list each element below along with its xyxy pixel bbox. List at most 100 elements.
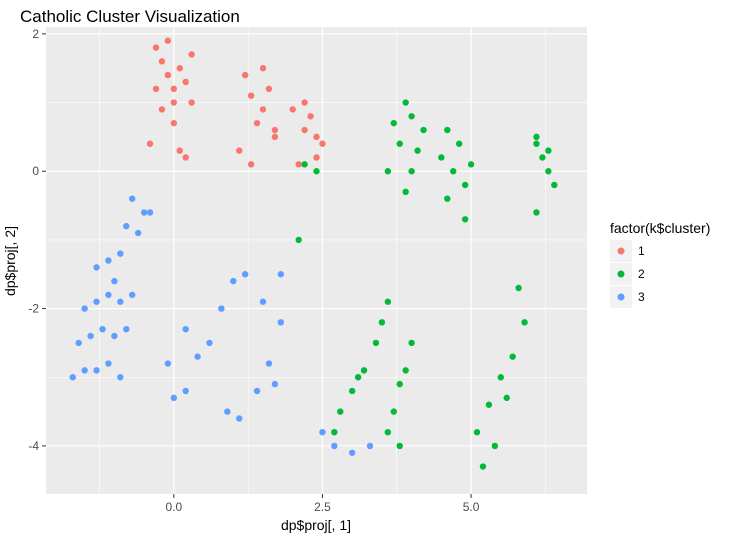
data-point-cluster-3 — [277, 319, 285, 326]
data-point-cluster-2 — [354, 374, 362, 381]
data-point-cluster-2 — [509, 353, 516, 360]
data-point-cluster-3 — [230, 277, 237, 285]
data-point-cluster-2 — [384, 168, 392, 175]
legend: 1 2 3 — [610, 240, 645, 308]
data-point-cluster-1 — [164, 37, 172, 44]
data-point-cluster-2 — [473, 428, 481, 436]
data-point-cluster-3 — [182, 325, 189, 333]
legend-label-3: 3 — [638, 290, 645, 304]
data-point-cluster-1 — [236, 147, 243, 154]
data-point-cluster-2 — [414, 147, 421, 154]
data-point-cluster-1 — [271, 126, 279, 134]
data-point-cluster-1 — [301, 99, 308, 106]
data-point-cluster-3 — [241, 271, 249, 278]
data-point-cluster-2 — [420, 126, 427, 134]
data-point-cluster-1 — [259, 65, 267, 72]
y-tick-label: -4 — [28, 439, 39, 453]
data-point-cluster-2 — [337, 408, 344, 415]
data-point-cluster-2 — [533, 133, 540, 141]
x-axis-title: dp$proj[, 1] — [281, 517, 351, 533]
data-point-cluster-3 — [218, 305, 225, 312]
data-point-cluster-3 — [348, 449, 356, 456]
data-point-cluster-1 — [158, 58, 166, 65]
data-point-cluster-3 — [182, 387, 189, 395]
data-point-cluster-1 — [265, 85, 273, 93]
x-tick-label: 0.0 — [165, 500, 182, 514]
data-point-cluster-2 — [533, 209, 540, 216]
data-point-cluster-1 — [170, 85, 178, 93]
data-point-cluster-2 — [390, 119, 397, 127]
y-tick-label: 0 — [32, 164, 39, 178]
data-point-cluster-2 — [408, 339, 415, 347]
data-point-cluster-2 — [551, 181, 558, 189]
data-point-cluster-1 — [158, 106, 166, 113]
data-point-cluster-2 — [331, 428, 338, 436]
data-point-cluster-2 — [384, 428, 392, 436]
data-point-cluster-2 — [402, 99, 409, 106]
data-point-cluster-3 — [105, 257, 112, 264]
legend-swatch-1 — [617, 247, 625, 255]
data-point-cluster-2 — [491, 442, 499, 450]
data-point-cluster-1 — [253, 119, 261, 127]
data-point-cluster-2 — [402, 367, 409, 374]
x-tick-label: 2.5 — [314, 500, 331, 514]
data-point-cluster-1 — [176, 65, 183, 72]
data-point-cluster-1 — [152, 44, 160, 51]
data-point-cluster-2 — [390, 408, 397, 415]
data-point-cluster-2 — [438, 154, 445, 161]
data-point-cluster-1 — [176, 147, 183, 154]
data-point-cluster-1 — [170, 99, 178, 106]
data-point-cluster-2 — [485, 401, 493, 408]
data-point-cluster-2 — [301, 161, 308, 168]
data-point-cluster-1 — [313, 154, 320, 161]
data-point-cluster-1 — [295, 161, 302, 168]
data-point-cluster-2 — [479, 463, 487, 470]
data-point-cluster-1 — [259, 106, 267, 113]
data-point-cluster-3 — [331, 442, 338, 450]
data-point-cluster-1 — [319, 140, 326, 147]
tick-layer: 0.0 2.5 5.0 2 0 -2 -4 — [28, 27, 479, 514]
data-point-cluster-2 — [408, 168, 415, 175]
data-point-cluster-3 — [105, 360, 112, 367]
data-point-cluster-1 — [247, 92, 255, 99]
y-tick-label: 2 — [32, 27, 39, 41]
data-point-cluster-3 — [69, 374, 76, 381]
data-point-cluster-2 — [295, 236, 302, 244]
data-point-cluster-1 — [313, 133, 320, 141]
data-point-cluster-2 — [455, 140, 463, 147]
data-point-cluster-2 — [467, 161, 475, 168]
data-point-cluster-2 — [360, 367, 368, 374]
data-point-cluster-1 — [241, 71, 249, 79]
data-point-cluster-3 — [253, 387, 261, 395]
data-point-cluster-1 — [188, 99, 195, 106]
data-point-cluster-1 — [182, 154, 189, 161]
data-point-cluster-2 — [539, 154, 546, 161]
data-point-cluster-3 — [87, 332, 94, 340]
data-point-cluster-1 — [271, 133, 279, 141]
data-point-cluster-2 — [396, 442, 403, 450]
data-point-cluster-3 — [236, 415, 243, 422]
data-point-cluster-1 — [188, 51, 195, 58]
data-point-cluster-2 — [408, 113, 415, 120]
data-point-cluster-3 — [129, 291, 136, 299]
data-point-cluster-1 — [307, 113, 314, 120]
data-point-cluster-3 — [366, 442, 374, 450]
data-point-cluster-2 — [402, 188, 409, 196]
data-point-cluster-1 — [289, 106, 296, 113]
data-point-cluster-1 — [301, 126, 308, 134]
data-point-cluster-3 — [140, 209, 148, 216]
data-point-cluster-3 — [93, 367, 100, 374]
data-point-cluster-3 — [277, 271, 285, 278]
data-point-cluster-3 — [146, 209, 154, 216]
data-point-cluster-2 — [313, 168, 320, 175]
data-point-cluster-2 — [461, 216, 469, 223]
data-point-cluster-1 — [164, 71, 172, 79]
data-point-cluster-1 — [146, 140, 154, 147]
data-point-cluster-3 — [259, 298, 267, 305]
data-point-cluster-2 — [450, 168, 457, 175]
data-point-cluster-1 — [152, 85, 160, 93]
data-point-cluster-2 — [497, 374, 504, 381]
data-point-cluster-3 — [117, 374, 124, 381]
data-point-cluster-3 — [105, 291, 112, 299]
